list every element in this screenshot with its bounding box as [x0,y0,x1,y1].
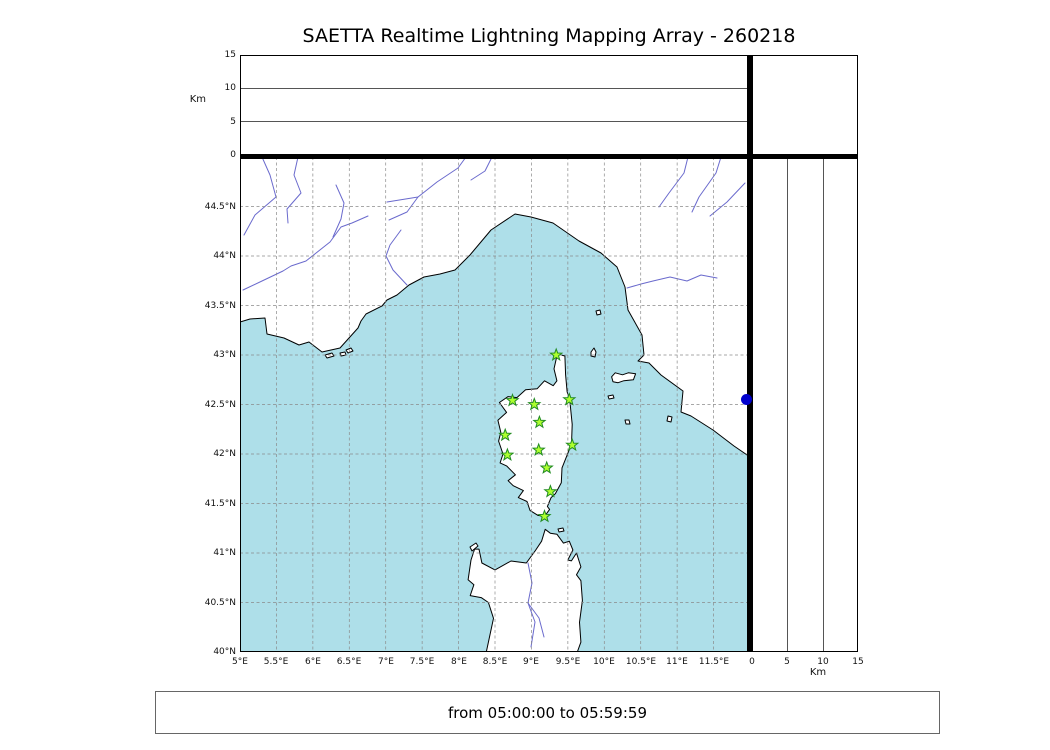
altitude-gridline-10km [241,88,747,89]
lma-station-marker [500,447,515,462]
river-line [691,157,722,213]
lon-tick-label: 5.5°E [263,657,289,667]
lat-tick-label: 40.5°N [204,598,236,608]
lma-station-marker [562,392,577,406]
altitude-tick-label-right: 10 [817,657,829,667]
island-montecristo [624,419,631,425]
lma-station-marker [532,414,547,429]
lat-tick-label: 42.5°N [204,400,236,410]
altitude-longitude-panel [240,55,750,157]
lon-tick-label: 8.5°E [482,657,508,667]
altitude-tick-label-top: 5 [230,117,236,127]
island-elba [611,372,637,384]
island-pianosa [607,394,615,400]
lat-tick-label: 43°N [213,350,236,360]
island-maddalena [557,527,565,533]
map-panel [240,157,750,652]
time-range-text: from 05:00:00 to 05:59:59 [447,703,647,722]
lon-tick-label: 6°E [305,657,321,667]
island-giglio [666,415,673,423]
lon-tick-label: 9°E [523,657,539,667]
river-line [709,182,746,217]
lat-tick-label: 43.5°N [204,301,236,311]
lat-tick-label: 41.5°N [204,499,236,509]
lon-tick-label: 6.5°E [336,657,362,667]
lon-tick-label: 8°E [451,657,467,667]
lma-station-marker [539,460,554,474]
island-hyeres-1 [324,352,335,359]
lon-tick-label: 5°E [232,657,248,667]
time-range-box: from 05:00:00 to 05:59:59 [155,691,940,734]
lon-tick-label: 7.5°E [409,657,435,667]
altitude-gridline-5km-right [787,158,788,651]
corner-panel [752,55,858,157]
lon-tick-label: 10.5°E [625,657,657,667]
altitude-tick-label-right: 5 [784,657,790,667]
map-svg [240,157,750,652]
lma-station-marker [537,508,552,523]
lma-station-marker [549,347,564,362]
lat-tick-label: 42°N [213,449,236,459]
lat-tick-label: 44°N [213,251,236,261]
lon-tick-label: 11.5°E [698,657,730,667]
lon-tick-label: 7°E [378,657,394,667]
lma-stations [498,347,580,523]
lat-tick-label: 44.5°N [204,202,236,212]
altitude-tick-label-top: 10 [224,83,236,93]
km-axis-label-right: Km [809,667,827,678]
river-line [658,157,689,208]
divider-vertical [747,55,752,652]
river-line [470,157,493,181]
divider-horizontal [240,154,858,159]
altitude-gridline-5km [241,121,747,122]
river-line [386,157,467,203]
island-gorgona [595,309,602,316]
coastline-mainland [240,157,750,458]
altitude-tick-label-top: 0 [230,150,236,160]
lma-station-marker [498,427,513,442]
altitude-tick-label-top: 15 [224,50,236,60]
lightning-source-dot [741,394,752,405]
altitude-gridline-10km-right [823,158,824,651]
lma-station-marker [565,437,580,452]
lma-station-marker [543,484,558,498]
map-gridlines [240,157,750,652]
lon-tick-label: 9.5°E [555,657,581,667]
lma-station-marker [527,397,542,411]
river-line [332,184,345,238]
island-asinara [469,542,479,552]
lat-tick-label: 41°N [213,548,236,558]
lon-tick-label: 10°E [593,657,615,667]
altitude-tick-label-right: 0 [749,657,755,667]
lma-station-marker [505,393,520,407]
altitude-latitude-panel [752,157,858,652]
river-line [286,157,302,224]
river-line [242,215,369,291]
coastline-sardinia [467,528,583,652]
island-hyeres-2 [339,351,347,357]
river-line [243,157,277,236]
lon-tick-label: 11°E [666,657,688,667]
lat-tick-label: 40°N [213,647,236,657]
rivers [242,157,746,648]
altitude-tick-label-right: 15 [852,657,864,667]
km-axis-label-left: Km [189,94,206,105]
lma-station-marker [531,442,546,457]
river-line [388,196,419,221]
page-title: SAETTA Realtime Lightning Mapping Array … [302,25,796,47]
